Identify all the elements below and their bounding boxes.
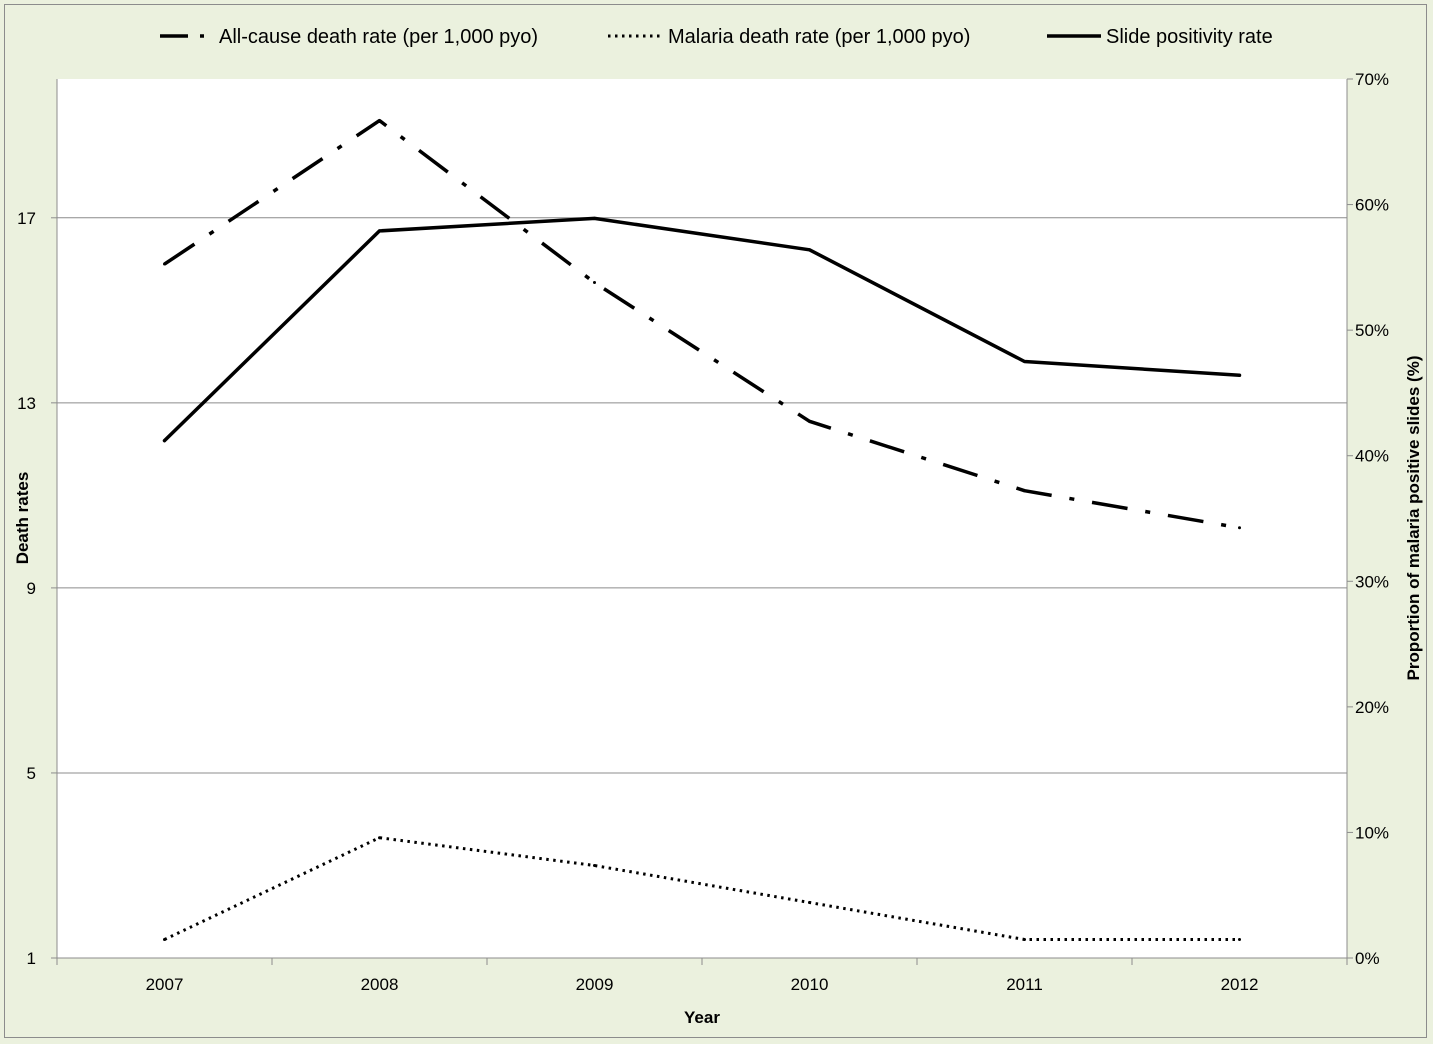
x-tick-label: 2011 (1006, 975, 1043, 994)
left-y-tick-label: 1 (27, 949, 36, 968)
data-point (593, 216, 596, 220)
data-point (163, 937, 166, 941)
data-point (808, 248, 811, 252)
data-point (378, 229, 381, 233)
legend-label: Malaria death rate (per 1,000 pyo) (668, 26, 970, 48)
left-y-tick-label: 13 (17, 394, 36, 413)
data-point (163, 439, 166, 443)
data-point (378, 119, 381, 123)
left-y-tick-label: 9 (27, 579, 36, 598)
legend-label: Slide positivity rate (1106, 26, 1273, 48)
right-y-tick-label: 10% (1355, 823, 1389, 842)
right-y-tick-label: 0% (1355, 949, 1380, 968)
right-y-tick-labels: 0% 10% 20% 30% 40% 50% 60% 70% (1355, 70, 1389, 968)
data-point (1238, 937, 1241, 941)
x-axis-title: Year (684, 1008, 720, 1027)
left-y-tick-label: 5 (27, 764, 36, 783)
axes (51, 78, 1353, 965)
data-point (378, 836, 381, 840)
legend: All-cause death rate (per 1,000 pyo) Mala… (160, 26, 1273, 48)
right-y-tick-label: 60% (1355, 196, 1389, 215)
right-y-axis-title: Proportion of malaria positive slides (%… (1404, 356, 1423, 681)
chart-frame (4, 4, 1427, 1038)
data-point (163, 262, 166, 266)
x-tick-label: 2012 (1221, 975, 1259, 994)
x-tick-label: 2009 (576, 975, 614, 994)
series-line-dotted (163, 836, 1240, 941)
data-point (593, 281, 596, 285)
right-y-tick-label: 70% (1355, 70, 1389, 89)
x-tick-label: 2007 (146, 975, 184, 994)
right-y-tick-label: 30% (1355, 572, 1389, 591)
legend-label: All-cause death rate (per 1,000 pyo) (219, 26, 538, 48)
left-y-tick-labels: 1 5 9 13 17 (17, 209, 36, 968)
data-point (1238, 526, 1241, 530)
gridlines (57, 217, 1347, 774)
right-y-tick-label: 50% (1355, 321, 1389, 340)
left-y-axis-title: Death rates (13, 472, 32, 565)
data-point (808, 419, 811, 423)
data-point (593, 863, 596, 867)
right-y-tick-label: 20% (1355, 698, 1389, 717)
series-lines (162, 118, 1242, 941)
data-point (808, 900, 811, 904)
x-tick-labels: 2007 2008 2009 2010 2011 2012 (146, 975, 1259, 994)
series-line-solid (162, 216, 1242, 443)
right-y-tick-label: 40% (1355, 447, 1389, 466)
x-tick-label: 2010 (791, 975, 829, 994)
x-tick-label: 2008 (361, 975, 399, 994)
data-point (1023, 937, 1026, 941)
data-point (1238, 373, 1241, 377)
plot-area (57, 79, 1347, 958)
data-point (1023, 489, 1026, 493)
data-point (1023, 360, 1026, 364)
left-y-tick-label: 17 (17, 209, 36, 228)
